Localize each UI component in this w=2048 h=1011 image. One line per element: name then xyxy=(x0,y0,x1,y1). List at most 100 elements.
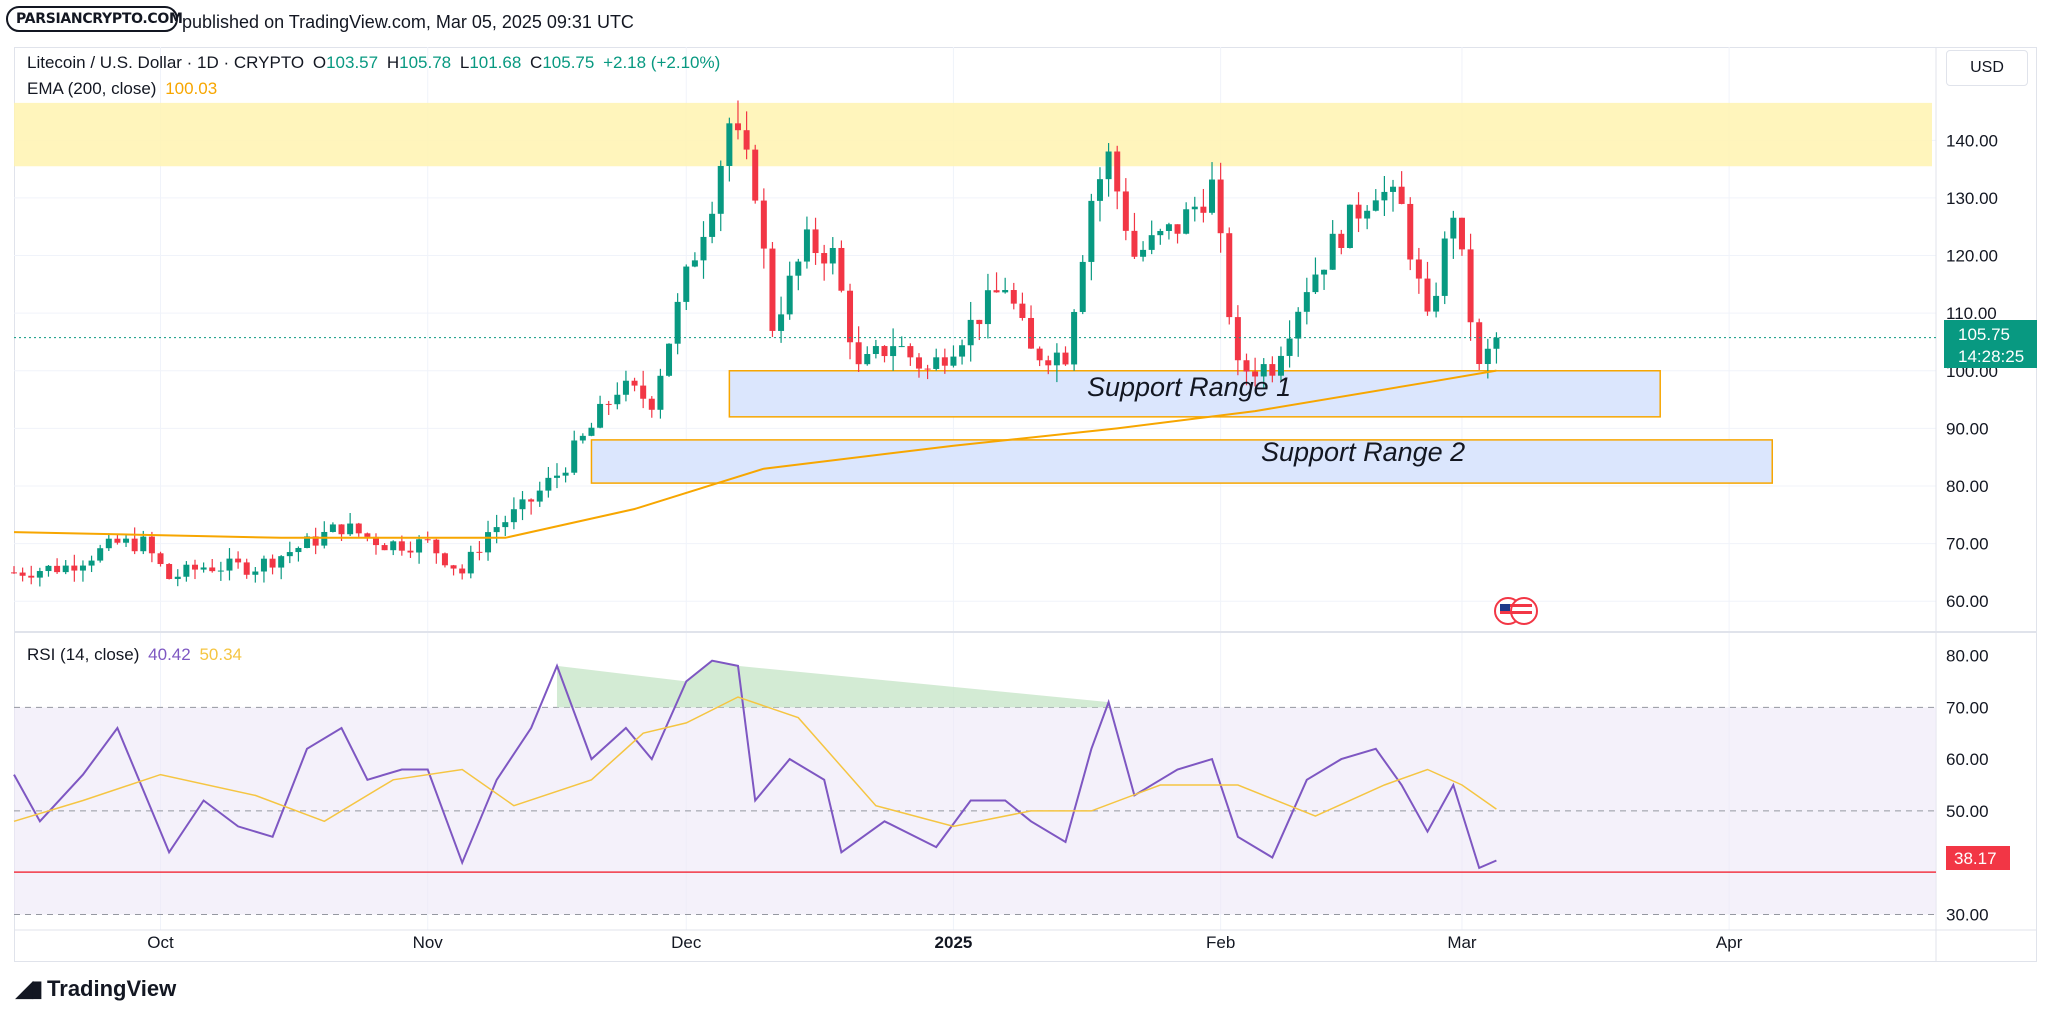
candle-body xyxy=(140,536,147,552)
candle xyxy=(390,540,397,556)
candle-body xyxy=(605,403,612,405)
candle xyxy=(864,346,871,366)
candle-body xyxy=(941,357,948,366)
candle-body xyxy=(648,398,655,410)
candle-body xyxy=(338,524,345,535)
candle xyxy=(329,522,336,533)
candle xyxy=(148,531,155,563)
candle xyxy=(993,272,1000,293)
price-tick-label: 90.00 xyxy=(1946,419,1989,438)
candle-body xyxy=(1062,352,1069,365)
tradingview-mark-icon: ◢▮ xyxy=(16,976,43,1001)
candle-body xyxy=(71,565,78,571)
candle-body xyxy=(1476,322,1483,365)
candle-body xyxy=(209,567,216,572)
candle xyxy=(536,481,543,507)
candle-body xyxy=(640,385,647,399)
candle-body xyxy=(485,532,492,553)
candle-body xyxy=(36,571,43,578)
support-zone-2 xyxy=(590,439,1773,484)
candle-body xyxy=(148,536,155,554)
candle xyxy=(1096,167,1103,222)
candle xyxy=(174,569,181,587)
candle-body xyxy=(1019,303,1026,318)
candle xyxy=(847,283,854,360)
rsi-ma-line xyxy=(13,696,1497,828)
candle-body xyxy=(1381,191,1388,201)
candle-body xyxy=(1312,274,1319,293)
candle-body xyxy=(295,547,302,553)
candle xyxy=(614,382,621,410)
price-tick-label: 130.00 xyxy=(1946,189,1998,208)
candle xyxy=(312,527,319,555)
candle xyxy=(1010,282,1017,310)
candle xyxy=(157,551,164,567)
price-tick-label: 140.00 xyxy=(1946,131,1998,150)
candle xyxy=(967,301,974,362)
candle-body xyxy=(390,541,397,551)
candle xyxy=(674,293,681,355)
candle xyxy=(407,541,414,558)
price-badge-countdown: 14:28:25 xyxy=(1958,347,2024,366)
candle-body xyxy=(933,357,940,369)
candle xyxy=(372,533,379,555)
candle xyxy=(381,543,388,551)
candle-body xyxy=(1338,233,1345,248)
ema-label: EMA (200, close) xyxy=(27,79,157,98)
candle-body xyxy=(79,565,86,571)
candle xyxy=(519,491,526,521)
candle xyxy=(1226,227,1233,325)
currency-selector[interactable]: USD xyxy=(1946,50,2028,86)
candle-body xyxy=(1355,204,1362,219)
candle xyxy=(795,258,802,291)
candle-body xyxy=(588,427,595,436)
candle-body xyxy=(1183,209,1190,234)
candle-body xyxy=(493,527,500,533)
candle-body xyxy=(269,558,276,568)
candle xyxy=(579,433,586,444)
candle-body xyxy=(459,568,466,574)
candle xyxy=(597,395,604,429)
candle xyxy=(1131,212,1138,259)
candle xyxy=(252,567,259,583)
candle-body xyxy=(372,536,379,546)
candle xyxy=(984,273,991,339)
candle-body xyxy=(984,290,991,325)
rsi-tick-label: 50.00 xyxy=(1946,802,1989,821)
candle-body xyxy=(1441,238,1448,296)
candle xyxy=(812,217,819,265)
candle xyxy=(71,554,78,582)
candle xyxy=(355,522,362,537)
candle xyxy=(950,345,957,368)
open-value: 103.57 xyxy=(326,53,379,72)
ema-value: 100.03 xyxy=(165,79,218,98)
event-flag-icon[interactable] xyxy=(1494,597,1538,625)
publisher-logo: PARSIANCRYPTO.COM xyxy=(6,6,183,32)
close-label: C xyxy=(530,53,543,72)
candle-body xyxy=(1122,191,1129,231)
candle-body xyxy=(1209,179,1216,213)
candle-body xyxy=(1493,337,1500,349)
candle xyxy=(1191,196,1198,222)
candle xyxy=(54,558,61,574)
candle xyxy=(269,554,276,575)
candle-body xyxy=(381,545,388,551)
candle xyxy=(631,377,638,392)
candle xyxy=(97,544,104,563)
price-tick-label: 80.00 xyxy=(1946,477,1989,496)
candle-body xyxy=(398,541,405,551)
candle xyxy=(1381,175,1388,217)
close-value: 105.75 xyxy=(542,53,595,72)
candle-body xyxy=(217,570,224,572)
candle-body xyxy=(1105,151,1112,180)
candle-body xyxy=(666,343,673,376)
candle-body xyxy=(364,533,371,537)
candle-body xyxy=(1372,200,1379,211)
candle-body xyxy=(1269,364,1276,376)
candle xyxy=(1372,189,1379,212)
candle xyxy=(1277,346,1284,381)
tradingview-logo: ◢▮ TradingView xyxy=(16,976,176,1002)
candle-body xyxy=(631,380,638,386)
candle-body xyxy=(959,345,966,357)
